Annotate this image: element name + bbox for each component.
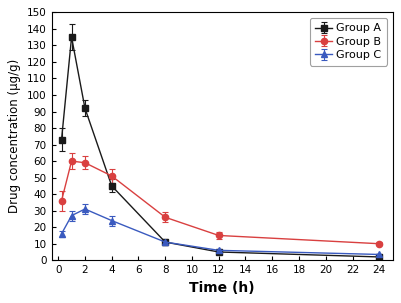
Y-axis label: Drug concentration (µg/g): Drug concentration (µg/g) bbox=[8, 59, 21, 213]
Legend: Group A, Group B, Group C: Group A, Group B, Group C bbox=[310, 18, 387, 66]
X-axis label: Time (h): Time (h) bbox=[189, 281, 255, 295]
